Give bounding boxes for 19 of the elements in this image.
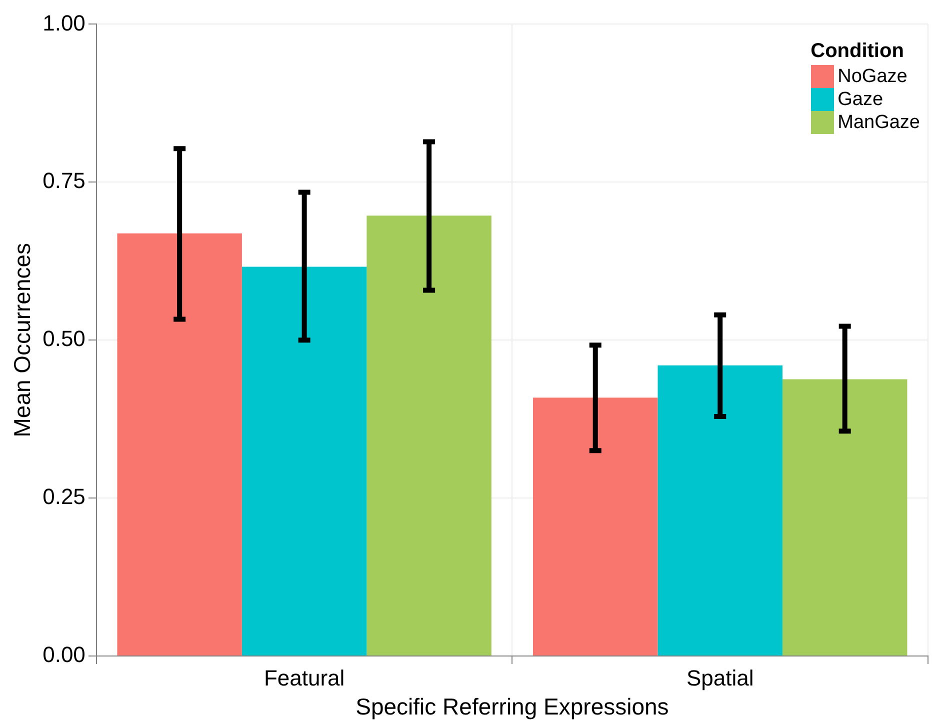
- bar: [366, 216, 492, 656]
- legend-label: NoGaze: [838, 66, 908, 88]
- y-tick-label: 0.00: [42, 642, 86, 668]
- bar: [533, 398, 658, 656]
- bar: [658, 365, 782, 656]
- y-tick-label: 0.50: [42, 326, 86, 352]
- bar: [117, 233, 242, 656]
- x-axis-title: Specific Referring Expressions: [356, 694, 669, 720]
- y-axis-title: Mean Occurrences: [9, 242, 36, 438]
- legend-title: Condition: [810, 40, 905, 63]
- y-tick-label: 1.00: [42, 10, 86, 36]
- x-tick-label: Featural: [264, 665, 345, 690]
- y-tick-label: 0.25: [42, 484, 86, 510]
- legend-label: Gaze: [838, 88, 884, 110]
- bar: [782, 379, 908, 656]
- bar: [242, 266, 367, 656]
- legend-label: ManGaze: [838, 112, 920, 134]
- y-tick-label: 0.75: [42, 168, 86, 194]
- x-tick-label: Spatial: [686, 665, 754, 690]
